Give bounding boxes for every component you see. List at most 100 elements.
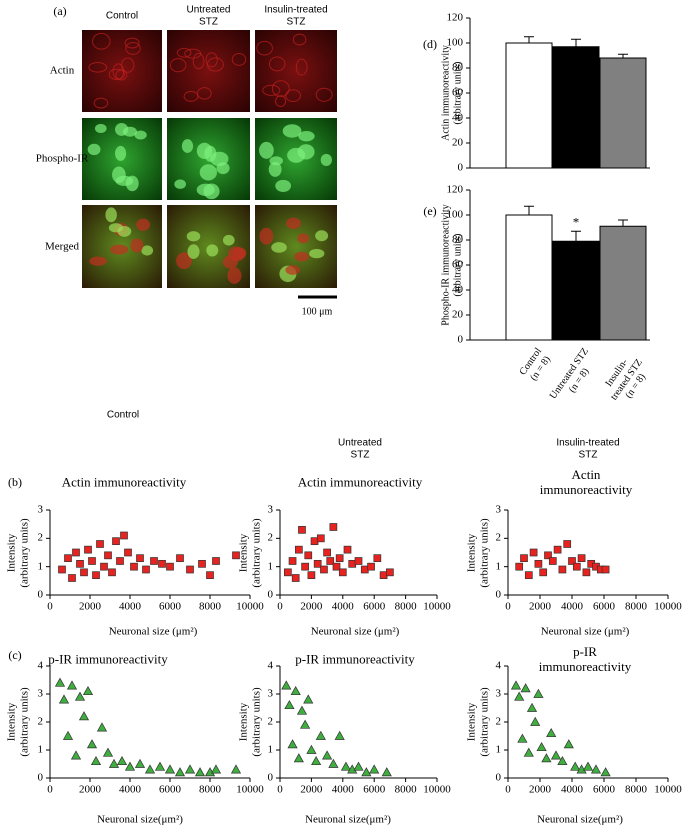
cell <box>121 57 135 73</box>
significance-mark: * <box>572 214 580 230</box>
point <box>164 764 176 774</box>
chart-title: p-IR immunoreactivity <box>48 651 168 667</box>
y-tick-label: 3 <box>495 687 502 700</box>
cell <box>262 84 281 96</box>
micrograph <box>167 30 250 112</box>
bar <box>505 42 553 169</box>
cell <box>309 248 325 259</box>
x-tick-label: 8000 <box>625 783 647 796</box>
point <box>82 685 94 696</box>
cell <box>174 179 187 189</box>
cell <box>87 143 101 156</box>
cell <box>125 41 141 55</box>
x-tick-label: 4000 <box>561 600 583 613</box>
cell <box>92 32 111 50</box>
point <box>361 767 372 777</box>
x-axis-title: Neuronal size(μm²) <box>97 813 183 826</box>
point <box>304 551 313 560</box>
cell <box>141 245 154 256</box>
bar <box>599 57 647 169</box>
y-tick-label: 0 <box>267 771 274 784</box>
point <box>186 565 194 574</box>
x-tick-label: 6000 <box>363 783 386 796</box>
point <box>112 537 120 546</box>
cell <box>186 231 201 242</box>
point <box>134 758 146 768</box>
point <box>533 688 544 698</box>
cell <box>259 141 274 159</box>
x-tick-label: 0 <box>277 783 283 796</box>
point <box>194 767 206 777</box>
cell <box>315 230 329 242</box>
y-tick-label: 1 <box>495 743 502 756</box>
cell <box>256 40 273 56</box>
point <box>108 568 116 577</box>
y-tick-label: 3 <box>495 503 502 516</box>
point <box>326 557 335 565</box>
cell <box>205 52 218 68</box>
point <box>541 753 552 763</box>
point <box>144 764 156 774</box>
cell <box>169 58 187 73</box>
cell <box>203 183 220 200</box>
point <box>68 574 76 582</box>
panel-label: (a) <box>53 4 67 19</box>
y-axis-title: Intensity (arbitrary units) <box>465 687 490 757</box>
column-title: Insulin-treated STZ <box>556 437 620 461</box>
point <box>367 562 375 571</box>
point <box>577 554 586 563</box>
cell <box>222 255 238 269</box>
point <box>116 557 124 565</box>
cell <box>286 217 301 230</box>
cell <box>210 151 229 167</box>
y-tick-label: 2 <box>495 532 502 545</box>
point <box>523 747 534 757</box>
point <box>120 531 128 540</box>
point <box>515 562 524 571</box>
point <box>332 562 341 571</box>
y-tick-label: 0 <box>267 588 274 601</box>
point <box>158 559 166 568</box>
point <box>76 559 84 568</box>
point <box>306 744 317 754</box>
cell <box>294 251 310 262</box>
y-tick-label: 1 <box>37 743 44 756</box>
point <box>293 753 304 763</box>
point <box>108 758 120 768</box>
chart-title: Actin immunoreactivity <box>297 474 423 490</box>
x-tick-label: 0 <box>505 600 511 613</box>
point <box>92 571 100 580</box>
point <box>232 551 240 560</box>
point <box>291 574 300 582</box>
x-tick-label: 8000 <box>199 783 221 796</box>
cell <box>136 218 151 231</box>
point <box>570 761 581 771</box>
y-tick-label: 100 <box>446 208 464 221</box>
x-axis-title: Neuronal size(μm²) <box>537 813 623 826</box>
cell <box>271 80 290 97</box>
y-axis-title: Intensity (arbitrary units) <box>237 687 262 757</box>
panel-label: (d) <box>423 37 437 52</box>
point <box>58 694 70 704</box>
cell <box>176 47 192 58</box>
y-tick-label: 0 <box>495 771 502 784</box>
point <box>84 545 92 554</box>
point <box>154 761 166 771</box>
cell <box>130 238 144 253</box>
x-tick-label: 6000 <box>363 600 386 613</box>
point <box>298 525 306 534</box>
y-axis-title: Intensity (arbitrary units) <box>5 517 30 588</box>
point <box>520 683 531 693</box>
point <box>529 548 538 557</box>
x-axis-title: Neuronal size(μm²) <box>305 813 391 826</box>
bar <box>552 240 600 341</box>
cell <box>285 89 301 102</box>
x-tick-label: 6000 <box>593 600 615 613</box>
cell <box>197 87 212 100</box>
point <box>369 764 380 774</box>
point <box>601 565 610 574</box>
point <box>66 680 78 690</box>
point <box>90 755 102 766</box>
point <box>548 557 557 565</box>
point <box>328 758 339 768</box>
